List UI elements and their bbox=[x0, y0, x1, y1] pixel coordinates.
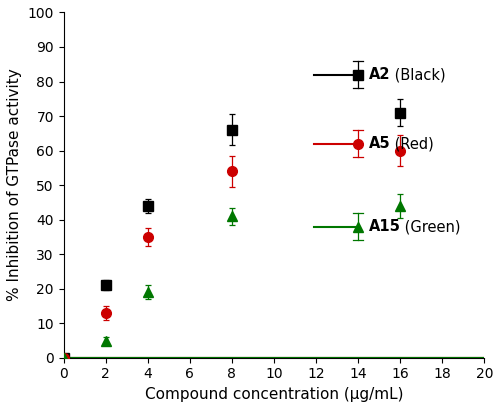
Text: A2: A2 bbox=[368, 67, 390, 82]
Text: (Red): (Red) bbox=[390, 136, 434, 151]
X-axis label: Compound concentration (μg/mL): Compound concentration (μg/mL) bbox=[144, 387, 403, 402]
Text: A5: A5 bbox=[368, 136, 390, 151]
Text: (Black): (Black) bbox=[390, 67, 446, 82]
Text: (Green): (Green) bbox=[400, 219, 460, 234]
Y-axis label: % Inhibition of GTPase activity: % Inhibition of GTPase activity bbox=[7, 69, 22, 301]
Text: A15: A15 bbox=[368, 219, 400, 234]
